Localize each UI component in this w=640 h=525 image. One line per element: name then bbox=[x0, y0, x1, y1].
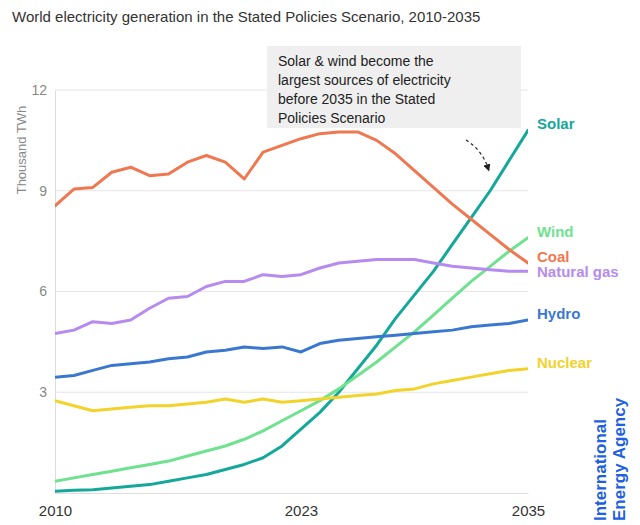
y-tick: 12 bbox=[31, 82, 55, 98]
source: InternationalEnergy Agency bbox=[591, 397, 629, 521]
x-axis-line bbox=[56, 493, 529, 494]
annotation-arrow bbox=[466, 140, 488, 168]
x-axis: 2010 2023 2035 bbox=[39, 493, 545, 519]
source-text: International bbox=[591, 419, 610, 521]
x-tick: 2010 bbox=[39, 493, 72, 519]
series-line bbox=[55, 260, 528, 334]
series-label: Wind bbox=[537, 223, 574, 240]
x-tick: 2023 bbox=[285, 493, 318, 519]
y-tick-label: 6 bbox=[39, 283, 47, 299]
x-tick-label: 2035 bbox=[512, 502, 545, 519]
series-line bbox=[55, 132, 528, 263]
lines bbox=[55, 130, 528, 491]
y-tick-label: 9 bbox=[39, 183, 47, 199]
series-line bbox=[55, 369, 528, 411]
plot: 3 6 9 12 2010 2023 2035 bbox=[31, 82, 545, 519]
series-line bbox=[55, 130, 528, 491]
y-tick: 3 bbox=[39, 384, 55, 400]
series-label: Hydro bbox=[537, 305, 580, 322]
series-line bbox=[55, 238, 528, 481]
y-tick: 9 bbox=[39, 183, 55, 199]
y-axis: 3 6 9 12 bbox=[31, 82, 55, 494]
x-tick: 2035 bbox=[512, 493, 545, 519]
annotation: Solar & wind become the largest sources o… bbox=[267, 46, 521, 168]
y-tick-label: 12 bbox=[31, 82, 47, 98]
y-axis-title: Thousand TWh bbox=[14, 106, 29, 195]
grid-line bbox=[55, 190, 528, 191]
series-label: Natural gas bbox=[537, 263, 619, 280]
x-tick-label: 2010 bbox=[39, 502, 72, 519]
annotation-box bbox=[267, 46, 521, 128]
y-tick: 6 bbox=[39, 283, 55, 299]
annotation-text: before 2035 in the Stated bbox=[278, 91, 435, 107]
series-label: Nuclear bbox=[537, 354, 592, 371]
grid-line bbox=[55, 291, 528, 292]
series-labels: SolarWindCoalNatural gasHydroNuclear bbox=[537, 115, 619, 370]
annotation-text: Policies Scenario bbox=[278, 110, 386, 126]
series-label: Solar bbox=[537, 115, 575, 132]
grid-line bbox=[55, 392, 528, 393]
y-axis-line bbox=[55, 91, 56, 494]
y-tick-label: 3 bbox=[39, 384, 47, 400]
x-tick-label: 2023 bbox=[285, 502, 318, 519]
source-text: Energy Agency bbox=[610, 397, 629, 521]
title: World electricity generation in the Stat… bbox=[12, 8, 480, 25]
annotation-text: Solar & wind become the bbox=[278, 53, 434, 69]
series-line bbox=[55, 320, 528, 377]
chart: World electricity generation in the Stat… bbox=[0, 0, 640, 525]
grid bbox=[55, 90, 528, 392]
annotation-text: largest sources of electricity bbox=[278, 72, 451, 88]
